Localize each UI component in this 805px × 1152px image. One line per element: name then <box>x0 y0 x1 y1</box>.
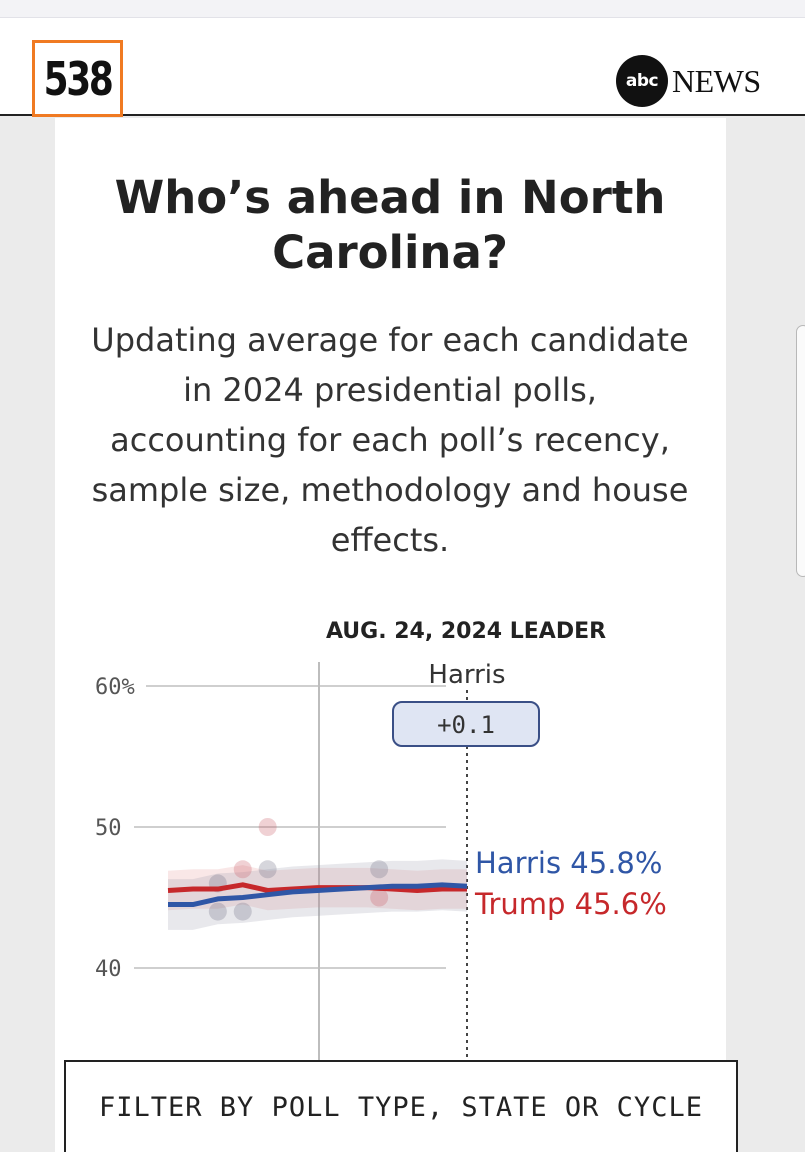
leader-margin-badge <box>392 701 540 747</box>
confidence-bands <box>168 859 467 930</box>
chart-labels: 60% 50 40 Harris 45.8% Trump 45.6% AUG. 24, 2… <box>95 619 667 982</box>
browser-top-strip <box>0 0 805 18</box>
page-subtitle: Updating average for each candidate in 2… <box>91 321 689 559</box>
y-tick-label: 60% <box>95 675 135 700</box>
poll-dot <box>258 860 277 879</box>
filter-label: FILTER BY POLL TYPE, STATE OR CYCLE <box>99 1091 703 1123</box>
leader-name-label: Harris <box>428 660 505 690</box>
poll-dot <box>258 818 277 836</box>
y-tick-label: 40 <box>95 957 122 982</box>
logo-text: 538 <box>43 51 114 106</box>
poll-dot <box>208 902 227 921</box>
poll-dot <box>370 860 389 879</box>
side-scroll-handle[interactable] <box>796 325 805 577</box>
filter-button[interactable]: FILTER BY POLL TYPE, STATE OR CYCLE <box>64 1060 738 1152</box>
leader-margin-label: +0.1 <box>437 711 495 739</box>
band-harris <box>168 859 467 930</box>
leader-date-label: AUG. 24, 2024 LEADER <box>326 619 606 644</box>
poll-dot <box>233 902 252 921</box>
grid-layer <box>134 662 468 1060</box>
series-line-harris <box>168 882 468 908</box>
harris-end-label: Harris 45.8% <box>475 846 662 880</box>
page-title: Who’s ahead in North Carolina? <box>114 171 666 279</box>
abc-logo-text: abc <box>625 71 659 91</box>
poll-dot <box>233 860 252 879</box>
news-wordmark: NEWS <box>672 62 761 99</box>
y-tick-label: 50 <box>95 816 122 841</box>
series-line-trump <box>167 882 467 893</box>
fivethirtyeight-logo[interactable]: 538 <box>32 40 123 117</box>
series-lines <box>167 882 468 908</box>
poll-dots <box>208 818 389 921</box>
poll-dot <box>370 888 389 907</box>
poll-card <box>55 118 726 1152</box>
trump-end-label: Trump 45.6% <box>474 887 667 921</box>
site-header: 538 abc NEWS <box>0 18 805 117</box>
abc-news-logo[interactable]: abc NEWS <box>616 55 761 107</box>
abc-circle-icon: abc <box>616 55 668 107</box>
